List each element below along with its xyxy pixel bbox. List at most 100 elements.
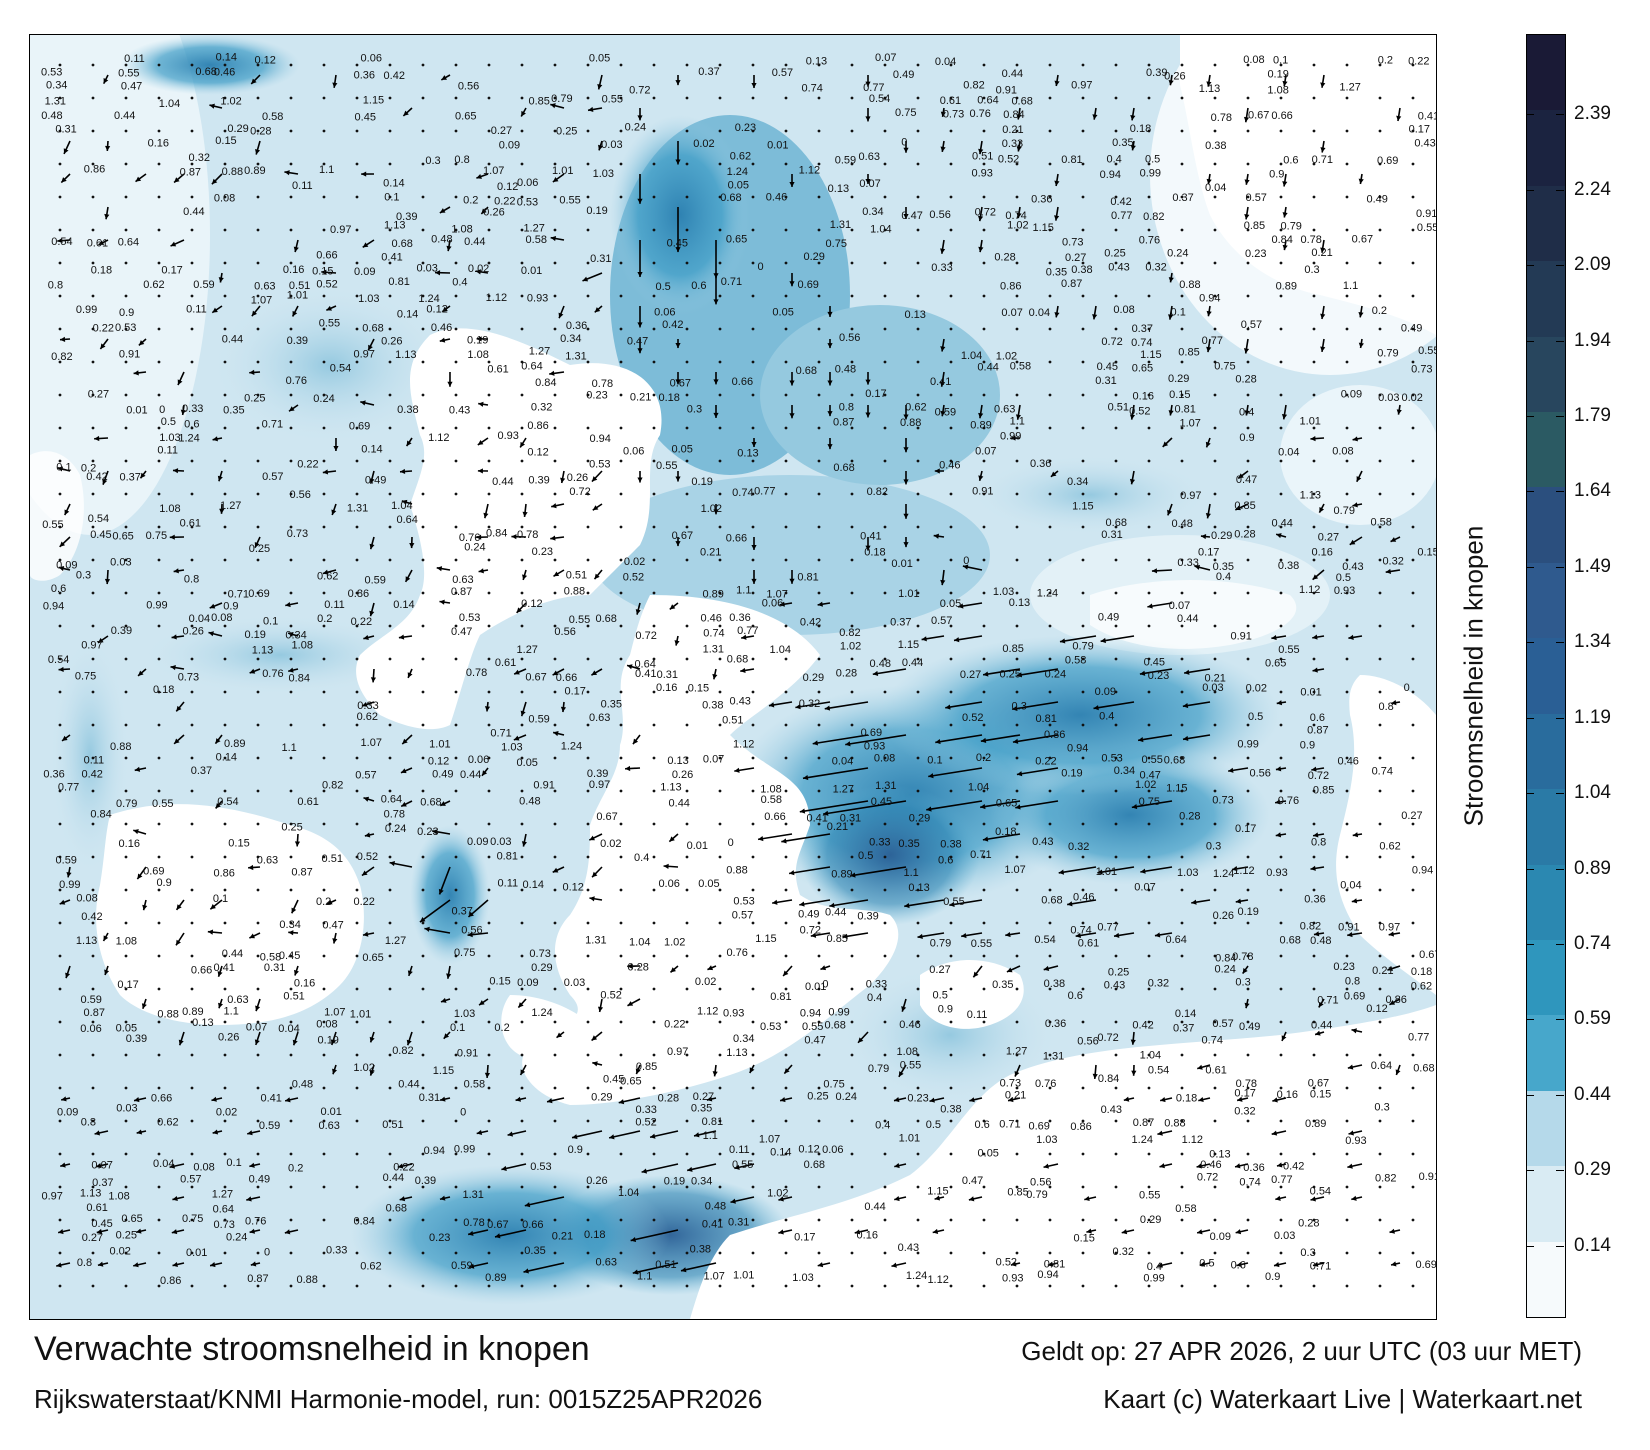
current-arrow-head — [969, 1097, 975, 1103]
grid-dot — [1378, 657, 1382, 661]
grid-dot — [190, 558, 194, 562]
current-arrow-head — [134, 766, 141, 772]
grid-dot — [784, 987, 788, 991]
speed-label: 0.87 — [1133, 1117, 1154, 1129]
grid-dot — [850, 294, 854, 298]
speed-label: 1.02 — [353, 1062, 374, 1074]
grid-dot — [1246, 1086, 1250, 1090]
grid-dot — [982, 987, 986, 991]
grid-dot — [1114, 228, 1118, 232]
speed-label: 0.36 — [729, 612, 750, 624]
grid-dot — [619, 657, 623, 661]
grid-dot — [190, 426, 194, 430]
speed-label: 0.72 — [975, 206, 996, 218]
grid-dot — [355, 1086, 359, 1090]
speed-label: 0.8 — [1311, 837, 1326, 849]
grid-dot — [58, 360, 62, 364]
speed-label: 0.4 — [1239, 407, 1254, 419]
colorbar-tick-label: 1.64 — [1574, 480, 1611, 502]
grid-dot — [91, 591, 95, 595]
current-arrow-head — [802, 774, 809, 781]
current-arrow-head — [254, 542, 260, 548]
current-arrow-head — [1243, 116, 1250, 123]
speed-label: 0.66 — [764, 811, 785, 823]
grid-dot — [1312, 1020, 1316, 1024]
current-arrow-head — [589, 835, 595, 841]
speed-label: 0.74 — [1239, 1177, 1260, 1189]
grid-dot — [223, 855, 227, 859]
grid-dot — [421, 558, 425, 562]
grid-dot — [1114, 294, 1118, 298]
grid-dot — [58, 1284, 62, 1288]
speed-label: 0.57 — [1246, 192, 1267, 204]
grid-dot — [883, 129, 887, 133]
speed-label: 0.68 — [1011, 96, 1032, 108]
grid-dot — [157, 1218, 161, 1222]
grid-dot — [520, 294, 524, 298]
grid-dot — [157, 1185, 161, 1189]
grid-dot — [1246, 756, 1250, 760]
grid-dot — [520, 327, 524, 331]
speed-label: 1.15 — [1140, 349, 1161, 361]
grid-dot — [322, 1284, 326, 1288]
grid-dot — [553, 327, 557, 331]
grid-dot — [256, 96, 260, 100]
speed-label: 0.66 — [732, 376, 753, 388]
current-arrow-head — [982, 836, 989, 842]
grid-dot — [355, 360, 359, 364]
grid-dot — [850, 1284, 854, 1288]
current-arrow-head — [1084, 1195, 1090, 1202]
grid-dot — [256, 855, 260, 859]
speed-label: 0.18 — [153, 684, 174, 696]
colorbar-segment — [1527, 712, 1565, 790]
grid-dot — [421, 327, 425, 331]
current-arrow-head — [1320, 247, 1326, 253]
grid-dot — [388, 129, 392, 133]
grid-dot — [91, 393, 95, 397]
grid-dot — [1180, 162, 1184, 166]
speed-label: 0.5 — [933, 989, 948, 1001]
grid-dot — [1213, 591, 1217, 595]
grid-dot — [1411, 525, 1415, 529]
speed-label: 0.11 — [498, 877, 519, 889]
current-arrow-head — [406, 440, 412, 447]
current-arrow-head — [1272, 1097, 1278, 1103]
grid-dot — [421, 987, 425, 991]
speed-label: 0.82 — [392, 1045, 413, 1057]
grid-dot — [1081, 1020, 1085, 1024]
grid-dot — [718, 360, 722, 364]
grid-dot — [817, 888, 821, 892]
speed-label: 0.51 — [972, 151, 993, 163]
speed-label: 0.47 — [451, 626, 472, 638]
grid-dot — [1048, 1020, 1052, 1024]
current-arrow-head — [467, 932, 473, 938]
grid-dot — [256, 393, 260, 397]
speed-label: 0.3 — [425, 155, 440, 167]
grid-dot — [355, 459, 359, 463]
grid-dot — [322, 723, 326, 727]
speed-label: 1.04 — [770, 644, 791, 656]
grid-dot — [355, 1218, 359, 1222]
grid-dot — [916, 1053, 920, 1057]
current-arrow-head — [1043, 965, 1050, 971]
speed-label: 1.1 — [637, 1270, 652, 1282]
speed-label: 0.94 — [589, 433, 610, 445]
speed-label: 0.03 — [1274, 1230, 1295, 1242]
grid-dot — [784, 1152, 788, 1156]
grid-dot — [1279, 789, 1283, 793]
grid-dot — [1279, 327, 1283, 331]
speed-label: 0.33 — [866, 979, 887, 991]
colorbar-tick — [1526, 642, 1534, 644]
grid-dot — [751, 789, 755, 793]
grid-dot — [223, 1053, 227, 1057]
current-arrow-head — [1197, 1064, 1203, 1070]
grid-dot — [289, 393, 293, 397]
grid-dot — [289, 690, 293, 694]
speed-label: 0.11 — [124, 53, 145, 65]
current-arrow-head — [521, 841, 527, 847]
current-arrow-head — [1054, 180, 1060, 186]
speed-label: 1.03 — [159, 432, 180, 444]
land — [356, 328, 662, 730]
speed-label: 0.12 — [428, 755, 449, 767]
speed-label: 0.14 — [383, 178, 404, 190]
